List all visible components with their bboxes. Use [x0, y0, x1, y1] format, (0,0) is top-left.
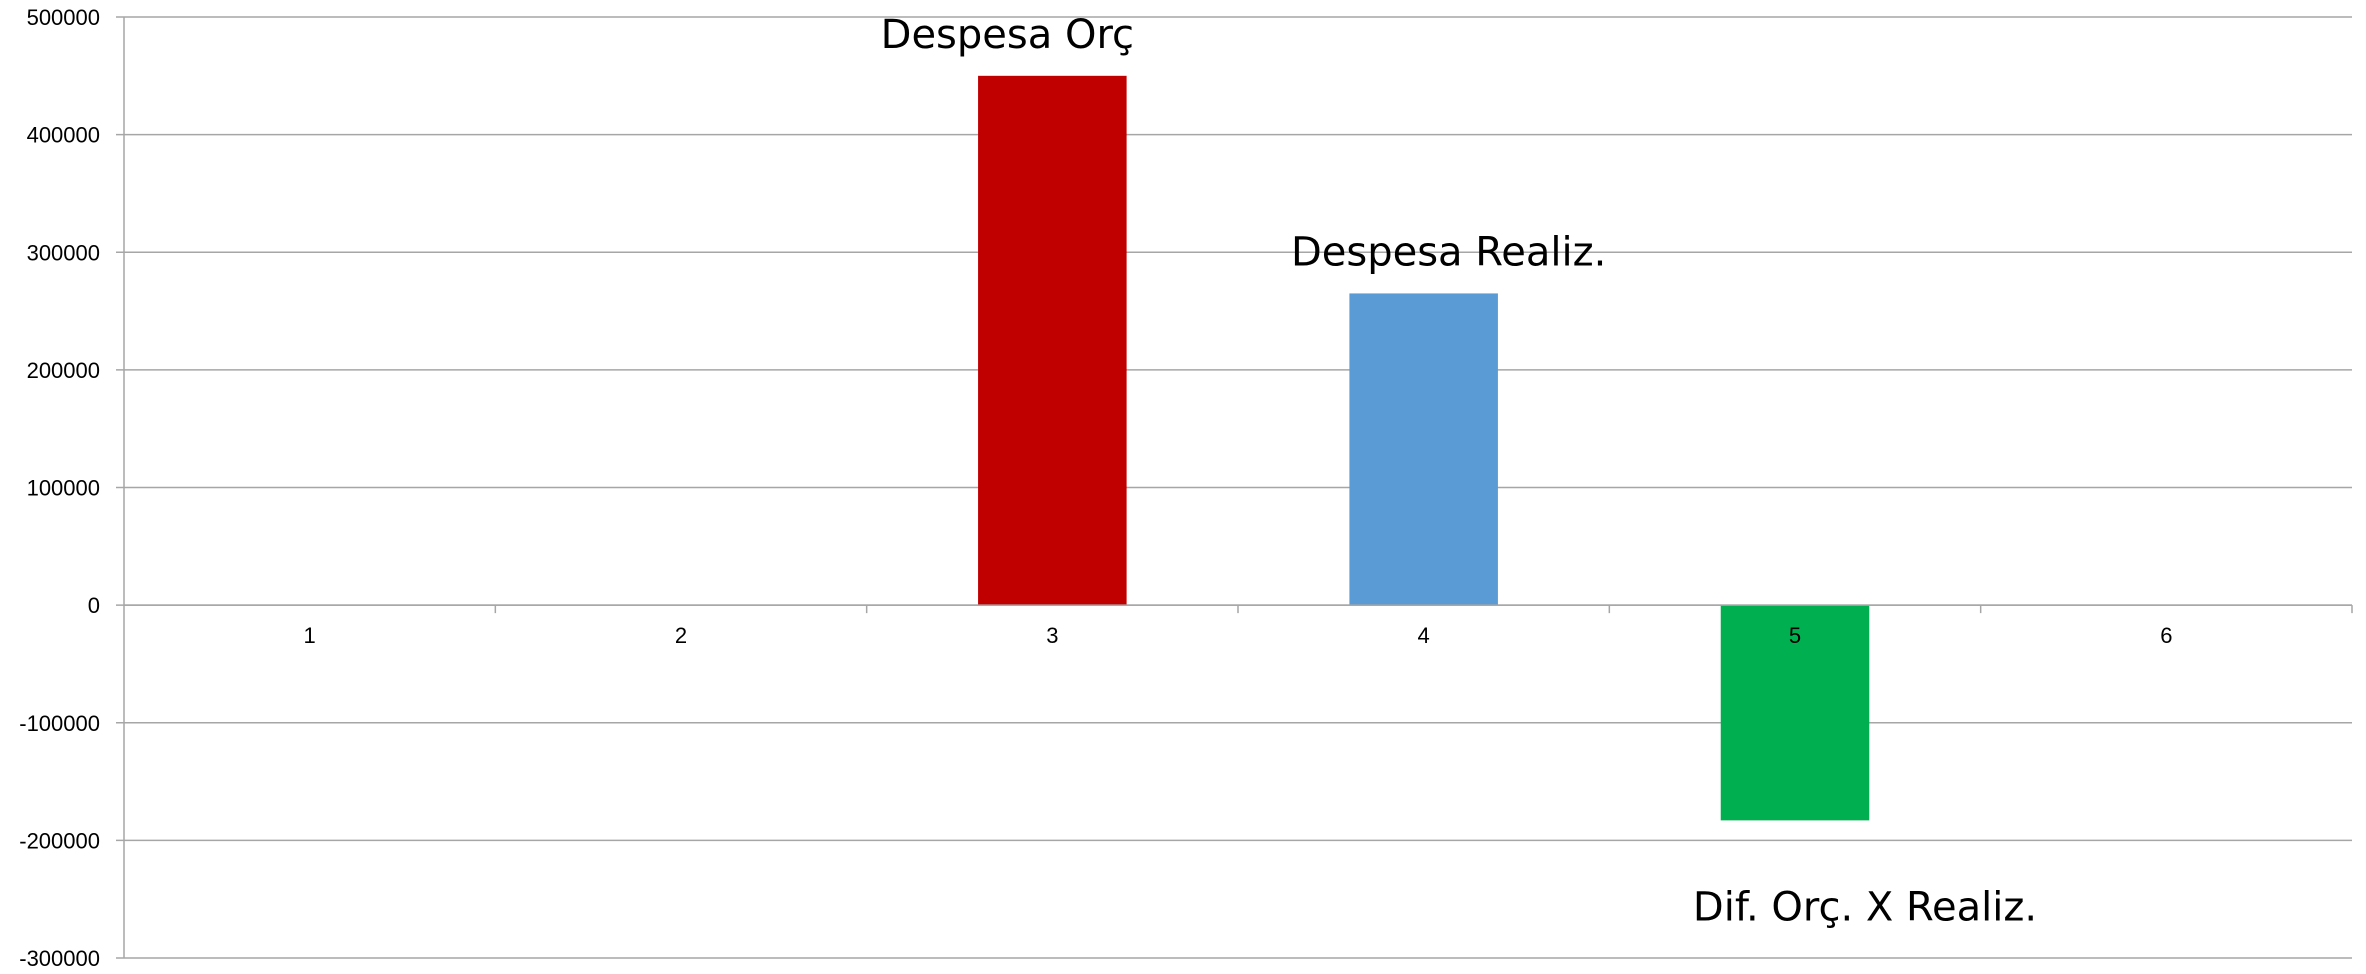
bar-4 — [1349, 293, 1498, 606]
data-label: Dif. Orç. X Realiz. — [1693, 884, 2037, 930]
y-tick-label: 100000 — [27, 476, 100, 501]
gridlines — [124, 16, 2352, 959]
x-axis: 1 2 3 4 5 6 — [124, 604, 2353, 648]
x-tick-label: 1 — [304, 623, 316, 648]
y-tick-label: 500000 — [27, 5, 100, 30]
y-tick-label: -300000 — [19, 946, 100, 971]
x-tick-label: 5 — [1789, 623, 1801, 648]
x-tick-label: 6 — [2160, 623, 2172, 648]
data-labels: Despesa Orç Despesa Realiz. Dif. Orç. X Re… — [881, 12, 2037, 931]
y-tick-label: 0 — [88, 593, 100, 618]
bars — [978, 75, 1870, 821]
data-label: Despesa Orç — [881, 12, 1134, 58]
x-tick-label: 3 — [1046, 623, 1058, 648]
data-label: Despesa Realiz. — [1291, 229, 1606, 275]
bar-3 — [978, 75, 1127, 606]
x-tick-label: 4 — [1418, 623, 1430, 648]
y-tick-label: -200000 — [19, 828, 100, 853]
y-tick-label: 200000 — [27, 358, 100, 383]
y-tick-label: 300000 — [27, 240, 100, 265]
y-tick-label: -100000 — [19, 711, 100, 736]
bar-5 — [1720, 605, 1870, 821]
y-tick-label: 400000 — [27, 123, 100, 148]
y-axis: 500000 400000 300000 200000 100000 0 -100000 -2… — [19, 5, 125, 971]
x-tick-label: 2 — [675, 623, 687, 648]
